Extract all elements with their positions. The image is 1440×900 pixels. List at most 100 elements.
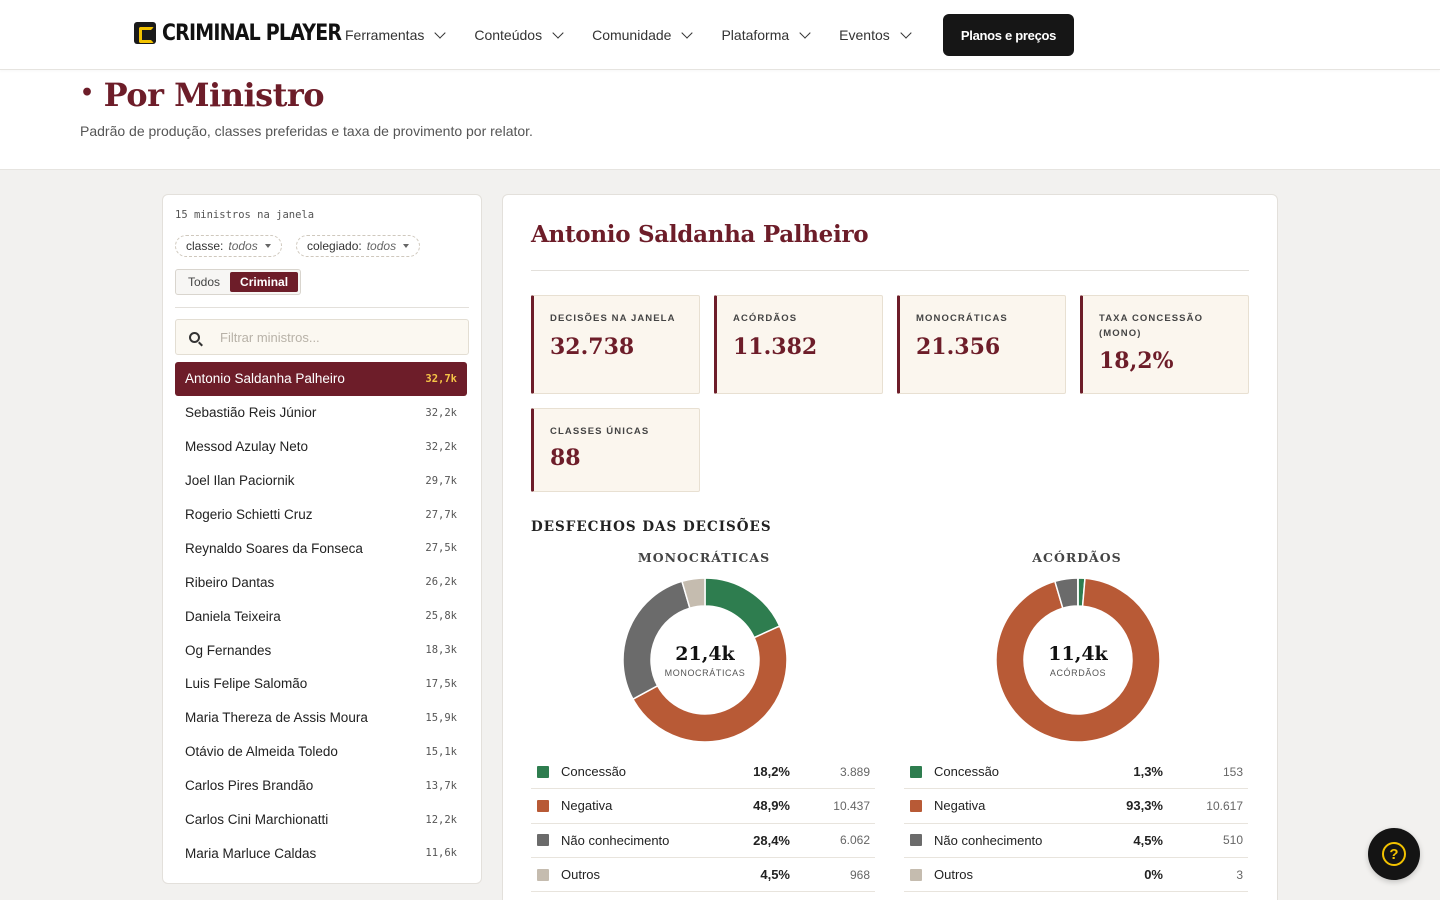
legend-swatch [537,834,549,847]
minister-row[interactable]: Daniela Teixeira 25,8k [175,599,467,633]
minister-row-name: Carlos Pires Brandão [185,778,314,794]
nav-item-plataforma[interactable]: Plataforma [721,27,811,43]
nav-item-ferramentas[interactable]: Ferramentas [345,27,447,43]
kpi-value: 11.382 [733,334,818,360]
minister-row[interactable]: Joel Ilan Paciornik 29,7k [175,464,467,498]
minister-row-count: 11,6k [425,847,457,860]
question-icon: ? [1382,842,1406,866]
legend-row: Negativa 93,3% 10.617 [904,789,1248,824]
nav-item-conteudos[interactable]: Conteúdos [474,27,564,43]
minister-row[interactable]: Reynaldo Soares da Fonseca 27,5k [175,531,467,565]
minister-row[interactable]: Luis Felipe Salomão 17,5k [175,667,467,701]
legend-monocraticas: Concessão 18,2% 3.889 Negativa 48,9% 10.437 Nã… [531,755,875,893]
minister-row[interactable]: Carlos Cini Marchionatti 12,2k [175,803,467,837]
minister-row[interactable]: Maria Marluce Caldas 11,6k [175,836,467,870]
legend-percent: 48,9% [753,798,790,814]
minister-row[interactable]: Otávio de Almeida Toledo 15,1k [175,735,467,769]
legend-percent: 93,3% [1126,798,1163,814]
nav-label: Ferramentas [345,27,425,43]
legend-row: Não conhecimento 4,5% 510 [904,824,1248,858]
minister-sidebar: 15 ministros na janela classe: todos col… [162,194,482,884]
filter-label: classe: [186,239,224,253]
divider [531,270,1249,271]
minister-row-count: 17,5k [425,677,457,690]
chevron-down-icon [434,27,447,39]
kpi-label: TAXA CONCESSÃO (MONO) [1099,313,1204,339]
minister-row[interactable]: Messod Azulay Neto 32,2k [175,430,467,464]
donut-center-value: 11,4k [1048,642,1108,665]
minister-row[interactable]: Og Fernandes 18,3k [175,633,467,667]
donut-center-label: ACÓRDÃOS [1049,667,1107,678]
divider [175,307,469,308]
legend-label: Negativa [561,798,613,814]
minister-row-count: 32,2k [425,406,457,419]
legend-swatch [537,868,549,881]
legend-swatch [910,834,922,847]
search-box [175,319,469,355]
page-subtitle: Padrão de produção, classes preferidas e… [80,123,533,139]
kpi-label: MONOCRÁTICAS [916,313,1008,324]
minister-row-count: 27,7k [425,508,457,521]
kpi-monocraticas: MONOCRÁTICAS 21.356 [897,295,1066,394]
minister-row-name: Carlos Cini Marchionatti [185,812,329,828]
minister-row[interactable]: Carlos Pires Brandão 13,7k [175,769,467,803]
minister-list: Antonio Saldanha Palheiro 32,7k Sebastião … [175,362,467,870]
legend-swatch [537,765,549,778]
segment-criminal[interactable]: Criminal [230,272,299,292]
minister-row-count: 18,3k [425,644,457,657]
kpi-value: 18,2% [1099,348,1174,374]
minister-row[interactable]: Sebastião Reis Júnior 32,2k [175,396,467,430]
legend-count: 153 [1222,764,1243,779]
minister-row-name: Messod Azulay Neto [185,439,309,455]
kpi-classes-unicas: CLASSES ÚNICAS 88 [531,408,700,492]
legend-count: 968 [849,867,870,882]
plans-button[interactable]: Planos e preços [943,14,1074,56]
classe-filter[interactable]: classe: todos [175,235,282,257]
legend-swatch [910,765,922,778]
donut-center-value: 21,4k [675,642,735,665]
legend-count: 10.437 [833,798,870,813]
legend-label: Concessão [934,764,1000,780]
kpi-value: 32.738 [550,334,635,360]
minister-row[interactable]: Maria Thereza de Assis Moura 15,9k [175,701,467,735]
nav-item-comunidade[interactable]: Comunidade [592,27,694,43]
legend-row: Outros 0% 3 [904,858,1248,893]
colegiado-filter[interactable]: colegiado: todos [296,235,421,257]
legend-label: Outros [934,867,974,883]
page-title: • Por Ministro [80,76,325,114]
minister-row[interactable]: Ribeiro Dantas 26,2k [175,565,467,599]
legend-label: Outros [561,867,601,883]
chevron-down-icon [552,27,564,39]
minister-row-count: 13,7k [425,779,457,792]
search-input[interactable] [220,329,460,345]
slice-outros[interactable] [681,577,706,610]
logo[interactable]: CRIMINAL PLAYER [134,20,342,46]
nav-item-eventos[interactable]: Eventos [839,27,912,43]
donut-svg [622,577,788,743]
help-button[interactable]: ? [1368,828,1420,880]
kpi-value: 88 [550,445,581,471]
logo-text: CRIMINAL PLAYER [162,20,342,46]
slice-negativa[interactable] [995,577,1161,743]
search-icon [189,331,200,343]
minister-row-name: Ribeiro Dantas [185,574,275,590]
segment-todos[interactable]: Todos [188,275,221,289]
legend-count: 510 [1222,833,1243,848]
page-title-text: Por Ministro [103,76,325,114]
main-nav: Ferramentas Conteúdos Comunidade Platafo… [345,0,940,70]
legend-label: Concessão [561,764,627,780]
legend-percent: 4,5% [1133,832,1163,848]
logo-icon [134,22,156,44]
minister-row[interactable]: Antonio Saldanha Palheiro 32,7k [175,362,467,396]
minister-row-name: Antonio Saldanha Palheiro [185,371,345,387]
minister-row-name: Reynaldo Soares da Fonseca [185,540,363,556]
minister-row[interactable]: Rogerio Schietti Cruz 27,7k [175,498,467,532]
legend-label: Negativa [934,798,986,814]
legend-swatch [537,799,549,812]
minister-row-count: 15,9k [425,711,457,724]
filter-value: todos [228,239,258,253]
minister-row-count: 32,2k [425,440,457,453]
legend-row: Concessão 18,2% 3.889 [531,755,875,790]
legend-swatch [910,868,922,881]
slice-negativa[interactable] [631,625,788,743]
